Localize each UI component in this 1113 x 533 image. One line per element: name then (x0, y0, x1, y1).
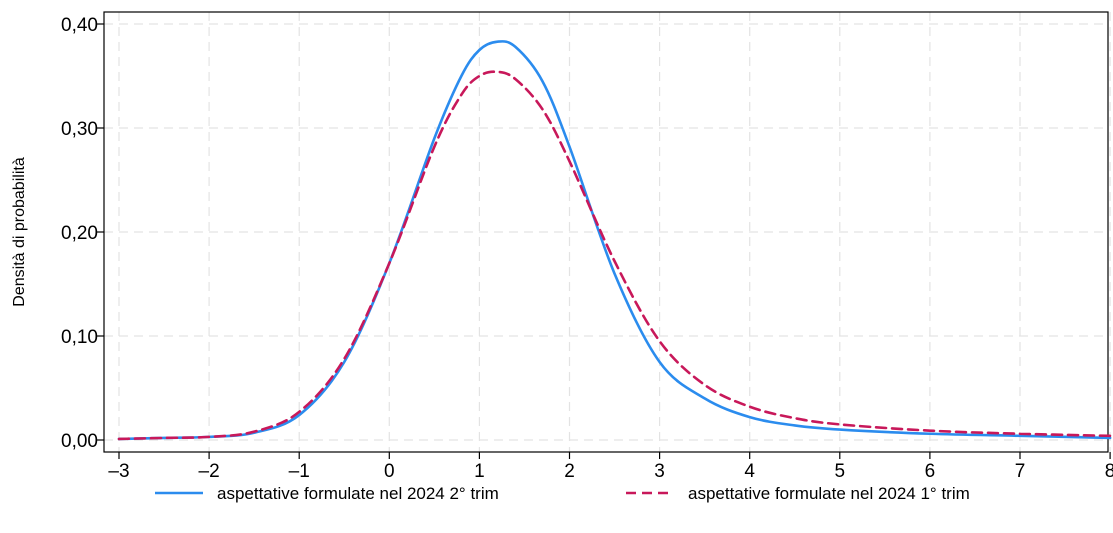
x-tick-label: 4 (744, 461, 755, 482)
x-tick-label: 5 (835, 461, 846, 482)
x-tick-label: –1 (289, 461, 310, 482)
y-tick-label: 0,20 (61, 223, 98, 244)
x-tick-label: 0 (384, 461, 395, 482)
series-layer (117, 40, 1112, 441)
y-axis-title: Densità di probabilità (11, 157, 28, 307)
series-line-1 (117, 40, 1112, 441)
x-tick-label: 7 (1015, 461, 1026, 482)
legend-item-series-2: aspettative formulate nel 2024 1° trim (626, 484, 970, 503)
y-tick-label: 0,00 (61, 431, 98, 452)
legend: aspettative formulate nel 2024 2° trim a… (155, 484, 970, 503)
legend-label-series-2: aspettative formulate nel 2024 1° trim (688, 484, 970, 503)
x-tick-label: –3 (108, 461, 129, 482)
legend-item-series-1: aspettative formulate nel 2024 2° trim (155, 484, 499, 503)
x-tick-label: 6 (925, 461, 936, 482)
x-tick-label: 8 (1105, 461, 1113, 482)
y-tick-label: 0,30 (61, 119, 98, 140)
grid-layer (104, 12, 1111, 452)
x-tick-label: 2 (564, 461, 575, 482)
series-line-2 (117, 70, 1112, 441)
x-tick-label: –2 (199, 461, 220, 482)
x-tick-label: 3 (654, 461, 665, 482)
legend-label-series-1: aspettative formulate nel 2024 2° trim (217, 484, 499, 503)
x-tick-label: 1 (474, 461, 485, 482)
y-tick-label: 0,40 (61, 15, 98, 36)
axes (97, 11, 1111, 459)
y-tick-label: 0,10 (61, 327, 98, 348)
tick-labels: –3 –2 –1 0 1 2 3 4 5 6 7 8 0,00 0,10 0,20 0,30 0,40 (61, 15, 1113, 482)
